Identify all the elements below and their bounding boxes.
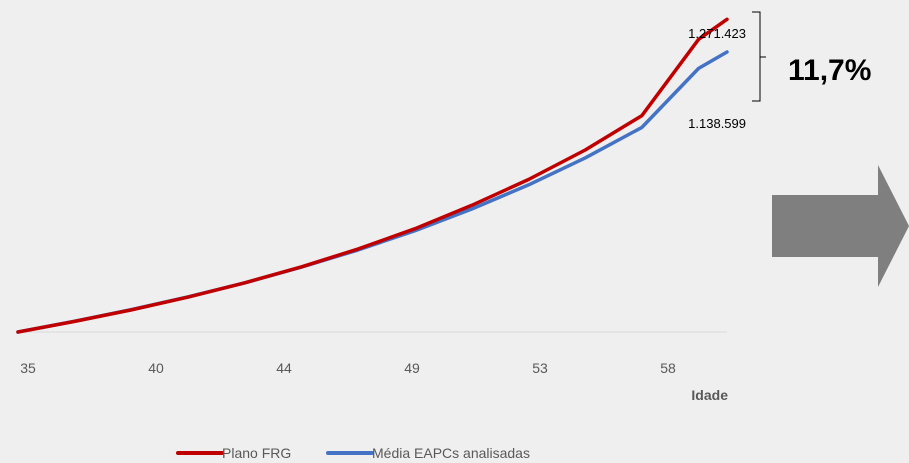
- difference-percentage: 11,7%: [788, 54, 871, 87]
- series-lines: [16, 17, 729, 334]
- right-arrow-icon: [772, 165, 909, 287]
- bottom-value-label: 1.138.599: [688, 116, 746, 131]
- x-axis-label: Idade: [691, 387, 728, 403]
- top-value-label: 1.271.423: [688, 26, 746, 41]
- x-tick-label: 40: [148, 360, 164, 376]
- legend-label-media-eapcs: Média EAPCs analisadas: [372, 445, 530, 461]
- x-tick-label: 35: [20, 360, 36, 376]
- legend-label-plano-frg: Plano FRG: [222, 445, 291, 461]
- legend: Plano FRG Média EAPCs analisadas: [176, 445, 530, 461]
- x-tick-label: 53: [532, 360, 548, 376]
- x-tick-label: 49: [404, 360, 420, 376]
- x-tick-label: 58: [660, 360, 676, 376]
- series-line-plano-frg: [16, 17, 729, 334]
- x-tick-label: 44: [276, 360, 292, 376]
- x-tick-labels: 35 40 44 49 53 58: [20, 360, 676, 376]
- difference-bracket: [752, 11, 766, 102]
- series-line-media-eapcs: [16, 50, 729, 334]
